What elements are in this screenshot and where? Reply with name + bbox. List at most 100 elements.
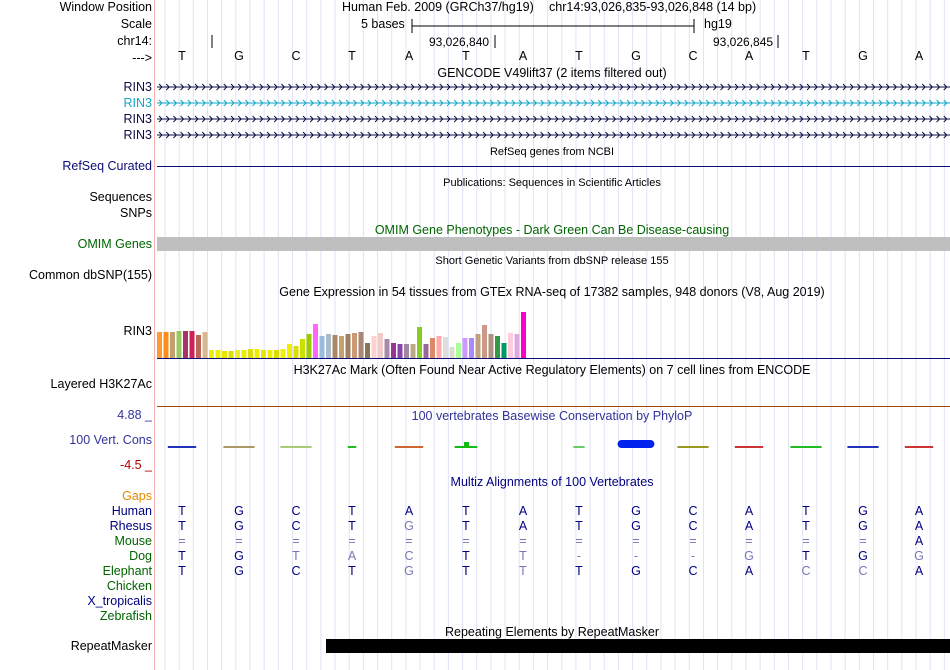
strand-chevron — [893, 115, 898, 123]
strand-chevron — [569, 131, 574, 139]
gtex-expression-chart[interactable] — [155, 298, 950, 360]
repeat-element-bar[interactable] — [326, 639, 950, 653]
strand-chevron — [425, 83, 430, 91]
alignment-letter: G — [404, 519, 414, 533]
phylop-glyph — [280, 446, 312, 448]
strand-chevron — [230, 83, 235, 91]
strand-chevron — [633, 83, 638, 91]
snps-label[interactable]: SNPs — [120, 206, 152, 220]
strand-chevron — [583, 115, 588, 123]
refseq-gene-line[interactable] — [157, 166, 950, 167]
gtex-gene-label[interactable]: RIN3 — [123, 324, 152, 338]
gtex-title[interactable]: Gene Expression in 54 tissues from GTEx … — [279, 285, 825, 299]
strand-chevron — [612, 99, 617, 107]
alignment-letter: G — [631, 504, 641, 518]
strand-chevron — [360, 99, 365, 107]
strand-chevron — [338, 115, 343, 123]
strand-chevron — [324, 115, 329, 123]
gencode-track-label-4[interactable]: RIN3 — [123, 128, 152, 142]
gtex-bar — [423, 344, 429, 358]
common-dbsnp-label[interactable]: Common dbSNP(155) — [29, 268, 152, 282]
strand-chevron — [619, 115, 624, 123]
strand-chevron — [641, 83, 646, 91]
phylop-logo[interactable] — [155, 432, 950, 460]
strand-chevron — [302, 99, 307, 107]
alignment-letter: T — [462, 564, 470, 578]
strand-chevron — [389, 115, 394, 123]
strand-chevron — [741, 99, 746, 107]
strand-chevron — [612, 83, 617, 91]
position-text: chr14:93,026,835-93,026,848 (14 bp) — [549, 0, 757, 14]
alignment-letter: = — [178, 534, 186, 548]
h3k27ac-label[interactable]: Layered H3K27Ac — [50, 377, 152, 391]
strand-chevron — [525, 83, 530, 91]
strand-chevron — [461, 83, 466, 91]
omim-feature-bar[interactable] — [157, 237, 950, 251]
dbsnp-title[interactable]: Short Genetic Variants from dbSNP releas… — [435, 255, 669, 267]
omim-title[interactable]: OMIM Gene Phenotypes - Dark Green Can Be… — [374, 223, 730, 237]
gtex-bar — [410, 344, 416, 358]
strand-chevron — [655, 131, 660, 139]
alignment-letter: C — [858, 564, 868, 578]
gtex-bar — [287, 344, 292, 358]
strand-chevron — [504, 83, 509, 91]
repeatmasker-label[interactable]: RepeatMasker — [70, 639, 152, 653]
chrom-label: chr14: — [117, 34, 152, 48]
base-letter: T — [178, 49, 186, 63]
h3k27ac-title[interactable]: H3K27Ac Mark (Often Found Near Active Re… — [293, 363, 811, 377]
alignment-letter: = — [292, 534, 300, 548]
strand-chevron — [871, 115, 876, 123]
phylop-title[interactable]: 100 vertebrates Basewise Conservation by… — [411, 409, 693, 423]
strand-chevron — [619, 99, 624, 107]
strand-chevron — [893, 99, 898, 107]
alignment-letter: = — [859, 534, 867, 548]
sequences-label[interactable]: Sequences — [89, 190, 152, 204]
gencode-track-label-3[interactable]: RIN3 — [123, 112, 152, 126]
alignment-letter: A — [914, 564, 924, 578]
strand-chevron — [252, 115, 257, 123]
strand-chevron — [590, 83, 595, 91]
publications-title[interactable]: Publications: Sequences in Scientific Ar… — [443, 177, 661, 189]
gtex-bar — [313, 324, 318, 358]
species-label: Zebrafish — [99, 609, 152, 623]
gencode-track-label-1[interactable]: RIN3 — [123, 80, 152, 94]
gtex-bar — [365, 343, 370, 358]
strand-chevron — [194, 83, 199, 91]
strand-chevron — [727, 83, 732, 91]
conservation-label[interactable]: 100 Vert. Cons — [69, 433, 152, 447]
strand-chevron — [317, 131, 322, 139]
alignment-letter: G — [631, 564, 641, 578]
gtex-bar — [170, 332, 175, 358]
gtex-bar — [319, 336, 325, 358]
gencode-title[interactable]: GENCODE V49lift37 (2 items filtered out) — [437, 66, 667, 80]
multiz-title[interactable]: Multiz Alignments of 100 Vertebrates — [450, 475, 654, 489]
gencode-transcripts[interactable] — [155, 80, 950, 144]
strand-chevron — [209, 99, 214, 107]
repeatmasker-title[interactable]: Repeating Elements by RepeatMasker — [444, 625, 660, 639]
refseq-label[interactable]: RefSeq Curated — [62, 159, 152, 173]
strand-chevron — [561, 131, 566, 139]
strand-chevron — [345, 83, 350, 91]
phylop-glyph — [464, 442, 469, 448]
strand-chevron — [756, 99, 761, 107]
strand-chevron — [626, 115, 631, 123]
db-text: hg19 — [704, 17, 732, 31]
strand-chevron — [864, 99, 869, 107]
strand-chevron — [749, 99, 754, 107]
strand-chevron — [482, 115, 487, 123]
strand-chevron — [273, 99, 278, 107]
strand-chevron — [475, 99, 480, 107]
strand-chevron — [389, 131, 394, 139]
strand-chevron — [777, 99, 782, 107]
gencode-track-label-2[interactable]: RIN3 — [123, 96, 152, 110]
omim-label[interactable]: OMIM Genes — [77, 237, 152, 251]
window-position-label: Window Position — [59, 0, 152, 14]
strand-chevron — [245, 99, 250, 107]
gaps-label[interactable]: Gaps — [122, 489, 152, 503]
alignment-letter: G — [234, 564, 244, 578]
strand-chevron — [367, 115, 372, 123]
refseq-title[interactable]: RefSeq genes from NCBI — [489, 146, 615, 158]
strand-chevron — [763, 131, 768, 139]
gtex-bar — [397, 344, 403, 358]
strand-chevron — [828, 131, 833, 139]
